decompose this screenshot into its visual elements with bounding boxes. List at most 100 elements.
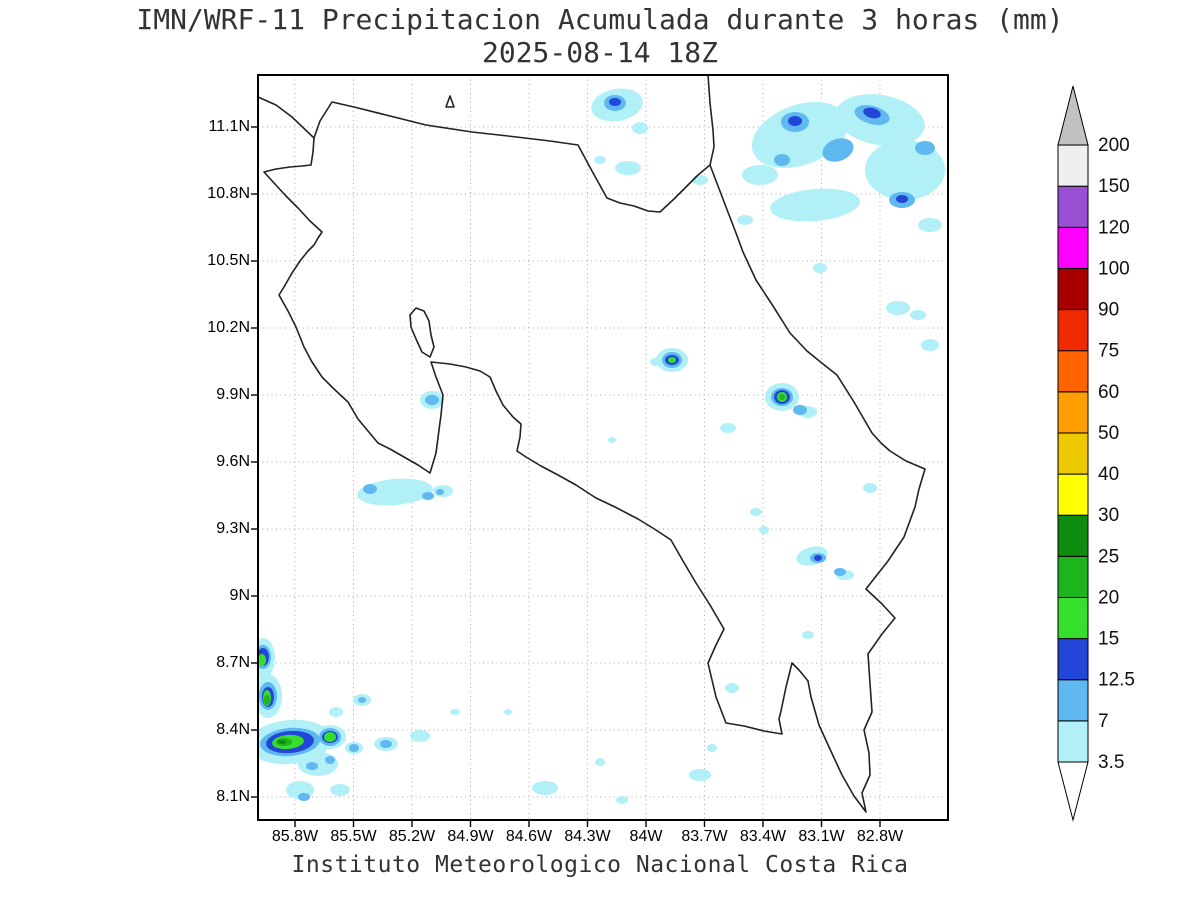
colorbar-segment [1057,391,1089,434]
precip-cell [349,744,359,752]
colorbar-canvas: 3.5 7 12.5 15 20 25 30 40 50 60 75 90 100 120 150 200 [1057,85,1135,822]
colorbar-segment [1057,679,1089,722]
colorbar-level-label: 75 [1098,341,1119,362]
precip-cell [689,769,711,781]
lat-tick-label: 10.5N [207,252,250,269]
lat-tick-label: 8.1N [216,788,250,805]
chart-title: IMN/WRF-11 Precipitacion Acumulada duran… [136,3,1064,36]
precip-cell [779,394,785,400]
axis-ticks [251,126,881,827]
tempisque-river-outline [409,307,435,358]
precip-cell [450,709,460,715]
precip-cell [915,141,935,155]
lon-tick-label: 84W [629,828,663,845]
precip-cell [324,732,336,742]
precip-cell [788,116,802,126]
precip-cell [298,793,310,801]
colorbar-level-label: 25 [1098,546,1119,567]
colorbar-segment [1057,309,1089,352]
lat-tick-label: 9.9N [216,386,250,403]
precip-cell [380,740,392,748]
precip-cell [725,683,739,693]
map-panel [251,74,949,827]
precip-cell [770,188,860,222]
precip-cell [759,526,769,534]
colorbar-segment [1057,514,1089,557]
precip-cell [774,154,790,166]
precip-cell [834,568,846,576]
precip-cell [742,165,778,185]
precip-cell [886,301,910,315]
precip-cell [668,357,676,363]
precip-cell [278,740,286,744]
precip-cell [750,508,762,516]
costa-rica-outline [258,75,926,813]
colorbar-segment [1057,226,1089,269]
precip-cell [608,437,616,443]
precip-cell [306,762,318,770]
small-island-outline [445,95,455,108]
precip-cell [595,758,605,766]
lon-tick-label: 85.8W [271,828,319,845]
lon-tick-label: 84.6W [505,828,553,845]
precip-cell [863,483,877,493]
colorbar-segment [1057,555,1089,598]
precip-cell [863,107,881,119]
precip-cell [410,730,430,742]
precip-cell [425,395,439,405]
precip-cell [910,310,926,320]
colorbar-level-label: 7 [1098,711,1109,732]
precip-cell [298,752,338,776]
precip-cell [707,744,717,752]
colorbar-below-min-arrow [1057,761,1089,822]
colorbar-segment [1057,350,1089,393]
colorbar-level-label: 60 [1098,382,1119,403]
precip-cell [325,756,335,764]
lon-tick-label: 83.1W [798,828,845,845]
precip-cell [594,156,606,164]
precip-cell [802,631,814,639]
precip-cell [918,218,942,232]
precip-cell [504,709,512,715]
precip-cell [436,489,444,495]
precip-cell [921,339,939,351]
map-frame [257,74,949,821]
map-canvas [251,74,949,827]
lon-tick-label: 84.9W [447,828,494,845]
lon-tick-label: 85.2W [388,828,436,845]
lat-tick-label: 8.4N [216,721,250,738]
colorbar-level-label: 30 [1098,505,1119,526]
colorbar-segment [1057,267,1089,311]
colorbar: 3.5 7 12.5 15 20 25 30 40 50 60 75 90 100 120 150 200 [1050,80,1200,850]
colorbar-above-max-arrow [1057,85,1089,146]
precip-cell [615,161,641,175]
precip-cell [822,138,854,162]
colorbar-level-label: 100 [1098,258,1130,279]
precip-cell [532,781,558,795]
precip-cell [358,697,366,703]
grid-layer [258,75,948,820]
precip-cell [258,654,266,666]
precip-cell [896,195,908,203]
colorbar-level-label: 120 [1098,217,1130,238]
colorbar-level-label: 15 [1098,629,1119,650]
precip-cell [737,215,753,225]
nicaragua-border-line [258,75,715,213]
colorbar-segment [1057,596,1089,640]
chart-subtitle: 2025-08-14 18Z [481,36,718,69]
lon-tick-label: 85.5W [330,828,377,845]
precip-cell [329,707,343,717]
precip-cell [692,175,708,185]
precip-cell [357,478,433,506]
colorbar-level-label: 150 [1098,176,1130,197]
precip-cell [793,405,807,415]
colorbar-level-label: 200 [1098,135,1130,156]
precip-cell [609,98,621,106]
colorbar-segment [1057,144,1089,187]
lon-tick-label: 82.8W [856,828,904,845]
precip-cell [330,784,350,796]
colorbar-segment [1057,720,1089,763]
colorbar-level-label: 12.5 [1098,670,1135,691]
precip-cell [814,555,822,561]
